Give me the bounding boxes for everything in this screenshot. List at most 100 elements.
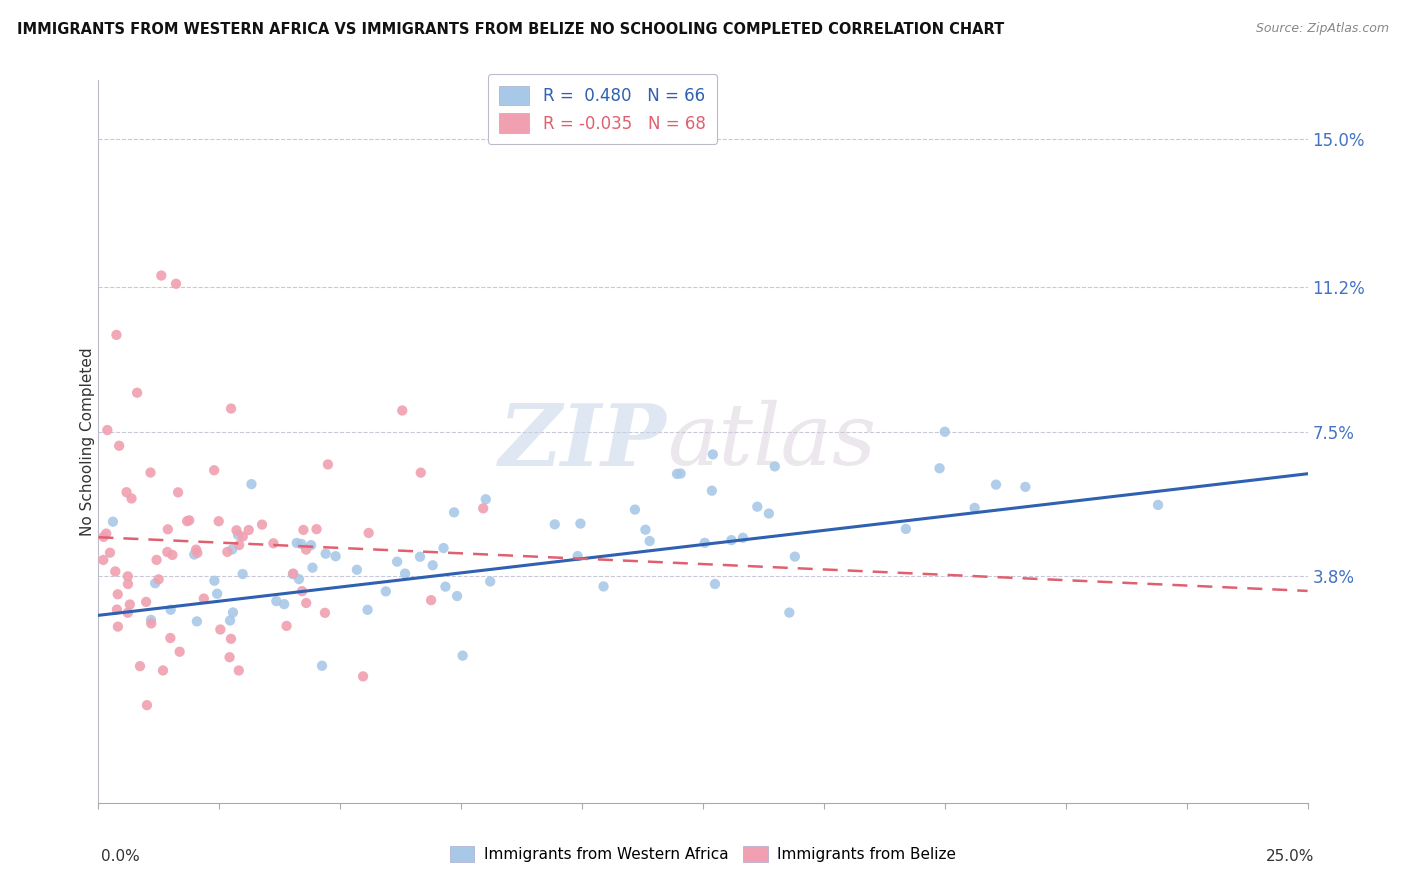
Point [731, 531, 754, 545]
Point [420, 593, 443, 607]
Point [228, 538, 250, 552]
Point [666, 467, 689, 481]
Point [139, 466, 162, 480]
Point [117, 606, 139, 620]
Point [222, 606, 245, 620]
Point [315, 547, 337, 561]
Point [226, 528, 249, 542]
Point [143, 576, 166, 591]
Point [219, 614, 242, 628]
Point [159, 631, 181, 645]
Point [218, 650, 240, 665]
Text: atlas: atlas [666, 401, 876, 483]
Point [592, 579, 614, 593]
Point [105, 602, 128, 616]
Point [127, 385, 149, 400]
Point [1014, 480, 1036, 494]
Point [394, 566, 416, 581]
Point [219, 401, 242, 416]
Point [217, 545, 239, 559]
Legend: Immigrants from Western Africa, Immigrants from Belize: Immigrants from Western Africa, Immigran… [444, 840, 962, 868]
Point [152, 664, 174, 678]
Point [232, 529, 254, 543]
Point [391, 403, 413, 417]
Point [98, 546, 121, 560]
Point [105, 327, 128, 342]
Point [934, 425, 956, 439]
Point [299, 538, 322, 552]
Point [232, 567, 254, 582]
Point [107, 587, 129, 601]
Point [720, 533, 742, 548]
Point [669, 467, 692, 481]
Point [569, 516, 592, 531]
Point [117, 569, 139, 583]
Legend: R =  0.480   N = 66, R = -0.035   N = 68: R = 0.480 N = 66, R = -0.035 N = 68 [488, 74, 717, 145]
Point [162, 548, 184, 562]
Point [422, 558, 444, 573]
Point [129, 659, 152, 673]
Point [202, 574, 225, 588]
Point [288, 572, 311, 586]
Point [238, 523, 260, 537]
Point [702, 447, 724, 461]
Point [352, 669, 374, 683]
Point [179, 513, 201, 527]
Point [101, 515, 124, 529]
Point [693, 536, 716, 550]
Point [219, 632, 242, 646]
Point [624, 502, 647, 516]
Point [141, 616, 163, 631]
Point [634, 523, 657, 537]
Point [894, 522, 917, 536]
Point [285, 536, 308, 550]
Text: 0.0%: 0.0% [101, 849, 141, 864]
Point [301, 560, 323, 574]
Point [209, 623, 232, 637]
Point [409, 466, 432, 480]
Point [472, 501, 495, 516]
Point [1147, 498, 1170, 512]
Y-axis label: No Schooling Completed: No Schooling Completed [80, 347, 94, 536]
Point [276, 619, 298, 633]
Point [446, 589, 468, 603]
Point [136, 698, 159, 713]
Point [169, 645, 191, 659]
Text: ZIP: ZIP [499, 400, 666, 483]
Point [262, 536, 284, 550]
Point [104, 565, 127, 579]
Point [150, 268, 173, 283]
Text: Source: ZipAtlas.com: Source: ZipAtlas.com [1256, 22, 1389, 36]
Point [225, 523, 247, 537]
Point [273, 597, 295, 611]
Point [91, 553, 114, 567]
Point [385, 555, 408, 569]
Point [148, 572, 170, 586]
Point [118, 598, 141, 612]
Point [135, 595, 157, 609]
Point [475, 492, 498, 507]
Point [758, 507, 780, 521]
Point [295, 596, 318, 610]
Point [108, 439, 131, 453]
Point [292, 523, 315, 537]
Point [314, 606, 336, 620]
Point [305, 522, 328, 536]
Text: IMMIGRANTS FROM WESTERN AFRICA VS IMMIGRANTS FROM BELIZE NO SCHOOLING COMPLETED : IMMIGRANTS FROM WESTERN AFRICA VS IMMIGR… [17, 22, 1004, 37]
Point [186, 546, 208, 560]
Point [357, 525, 380, 540]
Point [451, 648, 474, 663]
Point [316, 458, 339, 472]
Point [291, 584, 314, 599]
Point [165, 277, 187, 291]
Point [115, 485, 138, 500]
Point [266, 594, 288, 608]
Point [783, 549, 806, 564]
Point [567, 549, 589, 563]
Point [704, 577, 727, 591]
Point [984, 477, 1007, 491]
Point [186, 615, 208, 629]
Point [156, 522, 179, 536]
Point [208, 514, 231, 528]
Point [311, 658, 333, 673]
